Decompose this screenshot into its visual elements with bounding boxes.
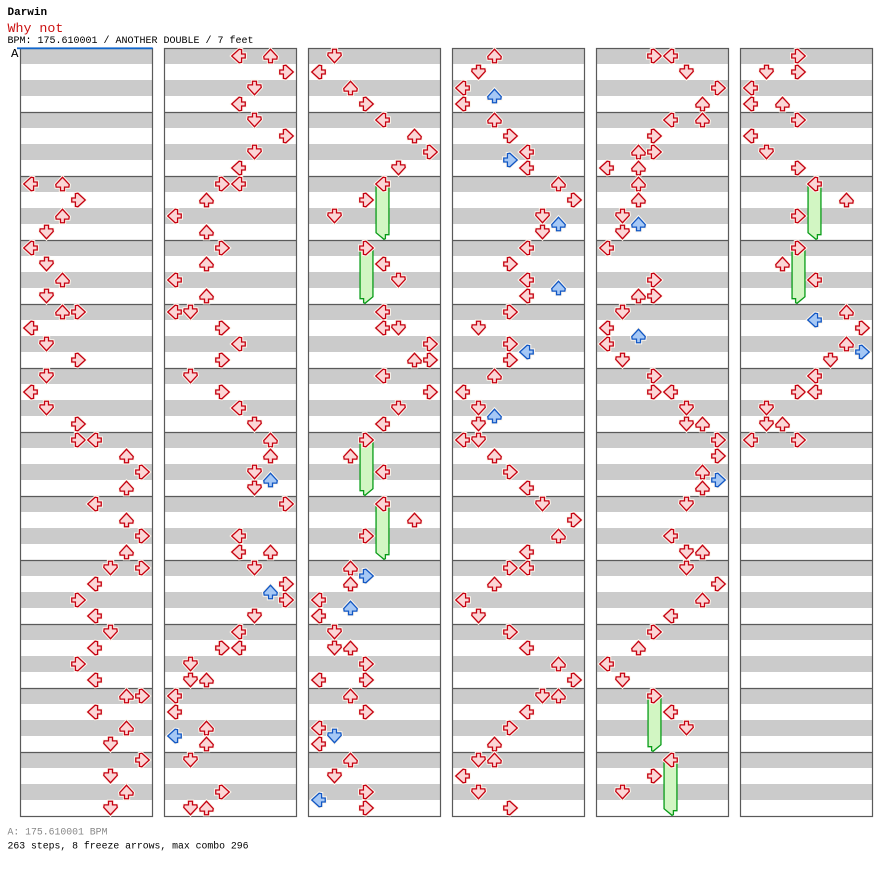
svg-text:263 steps, 8 freeze arrows, ma: 263 steps, 8 freeze arrows, max combo 29… [8,841,249,852]
svg-text:BPM: 175.610001 / ANOTHER DOUB: BPM: 175.610001 / ANOTHER DOUBLE / 7 fee… [8,35,254,47]
svg-text:Darwin: Darwin [8,7,48,19]
svg-text:Why not: Why not [8,21,64,36]
svg-text:A: A [11,47,19,61]
svg-text:A: 175.610001 BPM: A: 175.610001 BPM [8,827,108,838]
